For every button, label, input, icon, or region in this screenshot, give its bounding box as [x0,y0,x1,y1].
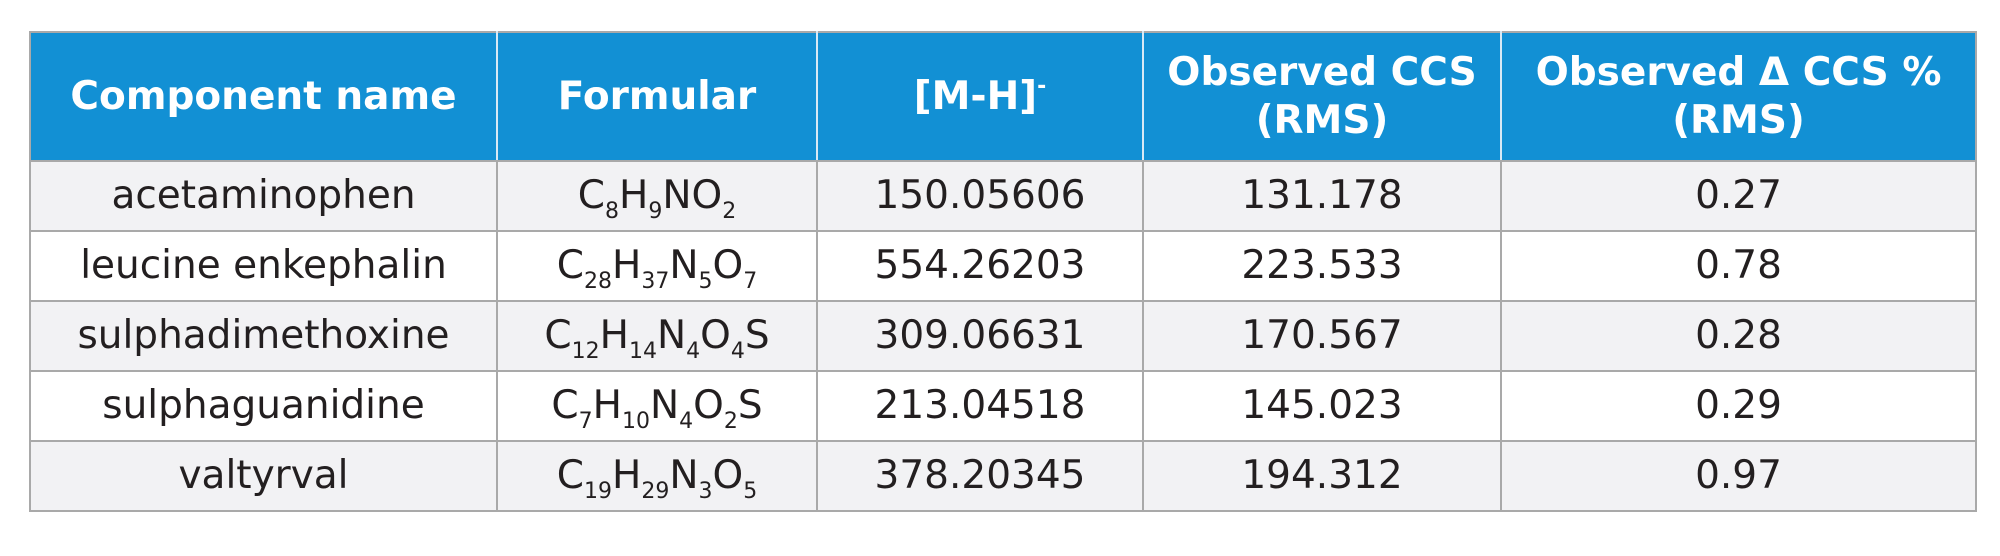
formula-element: H [599,313,629,358]
component-name-cell: valtyrval [29,440,498,512]
formula-cell: C7H10N4O2S [496,370,818,442]
formula-element: N [669,453,699,498]
formula-element: S [744,313,770,358]
formula-subscript: 7 [578,409,593,434]
mh-value-cell: 309.06631 [816,300,1144,372]
formula-subscript: 5 [698,269,713,294]
table-row: valtyrval C19H29N3O5 378.20345 194.312 0.97 [29,440,1977,512]
formula-subscript: 37 [641,269,670,294]
formula-element: NO [662,173,723,218]
header-row: Component name Formular [M-H]- Observed … [29,31,1977,162]
formula-subscript: 9 [648,199,663,224]
component-name-cell: acetaminophen [29,160,498,232]
formula-element: H [612,243,642,288]
formula-element: C [577,173,606,218]
formula-element: O [712,243,744,288]
formula-subscript: 14 [628,339,657,364]
formula-cell: C28H37N5O7 [496,230,818,302]
formula-subscript: 4 [679,409,694,434]
table-row: acetaminophen C8H9NO2 150.05606 131.178 0.27 [29,160,1977,232]
formula-cell: C12H14N4O4S [496,300,818,372]
mh-value-cell: 213.04518 [816,370,1144,442]
table-body: acetaminophen C8H9NO2 150.05606 131.178 0.27… [29,160,1977,512]
header-observed-ccs: Observed CCS (RMS) [1142,31,1502,162]
formula-element: H [619,173,649,218]
table-row: leucine enkephalin C28H37N5O7 554.26203 223… [29,230,1977,302]
formula-subscript: 2 [722,199,737,224]
formula-element: O [700,313,731,358]
formula-element: C [556,243,584,288]
formula-subscript: 7 [743,269,758,294]
formula-subscript: 28 [584,269,612,294]
formula-subscript: 8 [605,199,620,224]
formula-element: N [669,243,699,288]
observed-delta-ccs-cell: 0.27 [1500,160,1977,232]
mh-value-cell: 378.20345 [816,440,1144,512]
observed-ccs-cell: 170.567 [1142,300,1502,372]
formula-subscript: 3 [698,479,713,504]
formula-element: O [693,383,724,428]
formula-element: N [656,313,687,358]
header-observed-delta-ccs: Observed Δ CCS % (RMS) [1500,31,1977,162]
observed-ccs-cell: 131.178 [1142,160,1502,232]
formula-subscript: 12 [571,339,600,364]
header-formular-text: Formular [557,73,757,119]
mh-value-cell: 150.05606 [816,160,1144,232]
observed-ccs-cell: 223.533 [1142,230,1502,302]
formula-element: H [592,383,622,428]
formula-element: N [649,383,680,428]
observed-delta-ccs-cell: 0.97 [1500,440,1977,512]
formula-element: C [544,313,572,358]
header-formular: Formular [496,31,818,162]
ccs-results-table: Component name Formular [M-H]- Observed … [29,31,1977,512]
formula-subscript: 2 [723,409,738,434]
observed-delta-ccs-cell: 0.28 [1500,300,1977,372]
header-mh-text: [M-H] [913,73,1038,119]
mh-value-cell: 554.26203 [816,230,1144,302]
formula-subscript: 10 [621,409,650,434]
formula-element: C [556,453,584,498]
formula-subscript: 4 [730,339,745,364]
formula-subscript: 5 [743,479,758,504]
header-mh-charge: - [1037,73,1047,99]
table-row: sulphaguanidine C7H10N4O2S 213.04518 145.02… [29,370,1977,442]
table-row: sulphadimethoxine C12H14N4O4S 309.06631 170… [29,300,1977,372]
formula-subscript: 19 [584,479,612,504]
header-observed-ccs-line1: Observed CCS [1167,49,1477,95]
header-observed-delta-line2: (RMS) [1672,97,1805,143]
header-observed-delta-line1: Observed Δ CCS % [1535,49,1942,95]
formula-element: H [612,453,642,498]
observed-delta-ccs-cell: 0.78 [1500,230,1977,302]
formula-cell: C8H9NO2 [496,160,818,232]
component-name-cell: leucine enkephalin [29,230,498,302]
component-name-cell: sulphadimethoxine [29,300,498,372]
formula-element: C [551,383,579,428]
header-component-name: Component name [29,31,498,162]
observed-ccs-cell: 194.312 [1142,440,1502,512]
formula-subscript: 4 [686,339,701,364]
observed-ccs-cell: 145.023 [1142,370,1502,442]
formula-subscript: 29 [641,479,670,504]
formula-cell: C19H29N3O5 [496,440,818,512]
component-name-cell: sulphaguanidine [29,370,498,442]
header-observed-ccs-line2: (RMS) [1255,97,1389,143]
formula-element: S [737,383,763,428]
header-mh: [M-H]- [816,31,1144,162]
formula-element: O [712,453,744,498]
observed-delta-ccs-cell: 0.29 [1500,370,1977,442]
header-component-name-text: Component name [70,73,457,119]
table-container: Component name Formular [M-H]- Observed … [29,31,1977,512]
